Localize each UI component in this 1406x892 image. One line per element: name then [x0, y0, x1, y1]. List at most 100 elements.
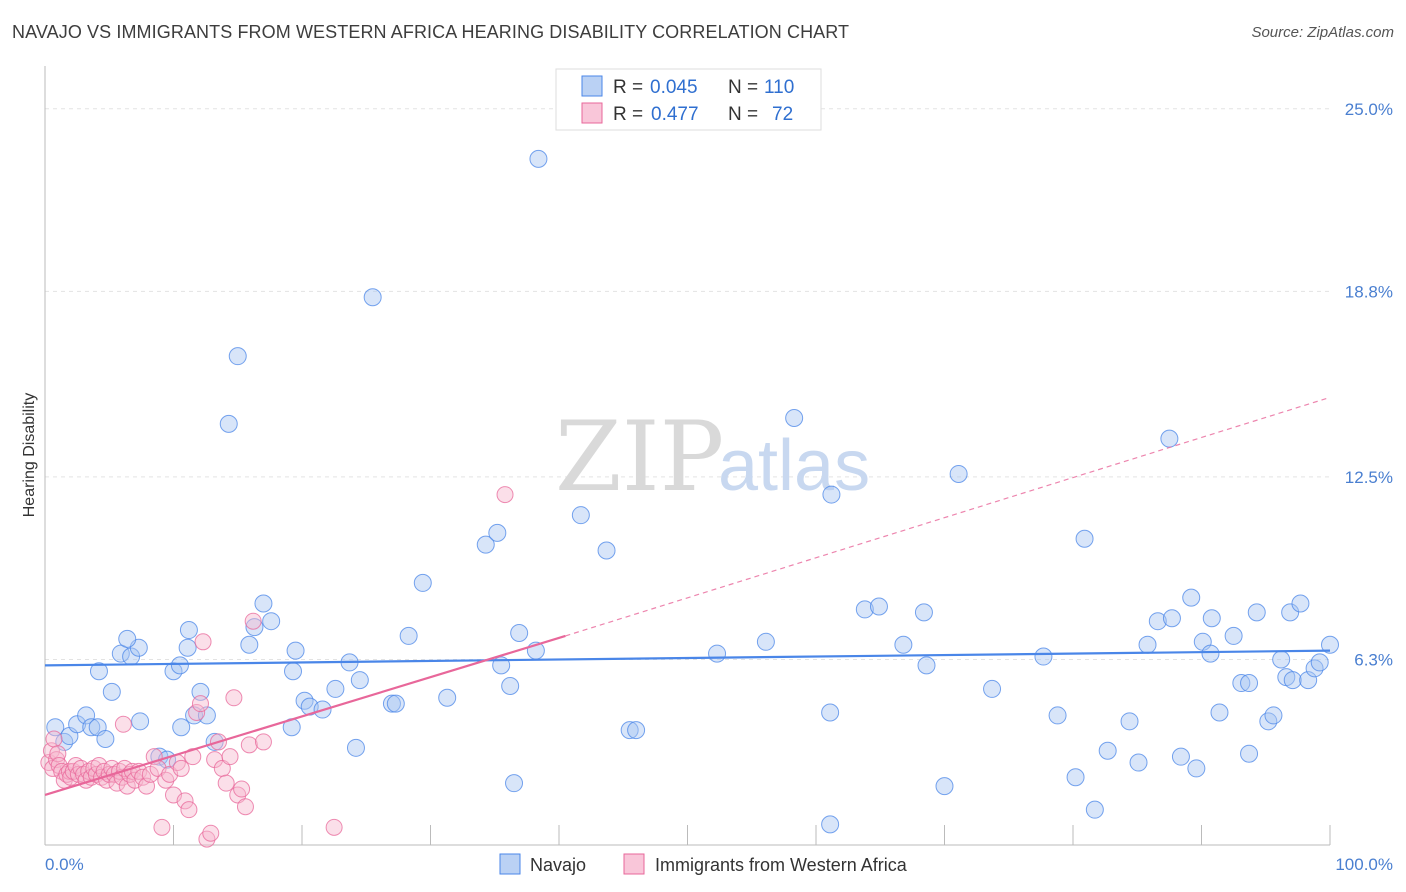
legend-r-value-western-africa: 0.477	[651, 104, 699, 125]
navajo-point	[191, 682, 210, 701]
navajo-point	[96, 729, 115, 748]
navajo-point	[1310, 653, 1329, 672]
navajo-point	[1283, 671, 1302, 690]
navajo-point	[386, 694, 405, 713]
navajo-point	[254, 594, 273, 613]
navajo-point	[382, 694, 401, 713]
western-africa-point	[180, 801, 198, 819]
chart-title: NAVAJO VS IMMIGRANTS FROM WESTERN AFRICA…	[12, 22, 850, 42]
navajo-point	[295, 691, 314, 710]
navajo-point	[1321, 635, 1339, 654]
navajo-point	[1281, 603, 1300, 622]
navajo-point	[1264, 706, 1283, 725]
navajo-point	[438, 688, 457, 707]
navajo-point	[1085, 800, 1104, 819]
legend-n-label-western-africa: N =	[728, 104, 758, 125]
navajo-point	[179, 621, 198, 640]
navajo-point	[1034, 647, 1053, 666]
y-axis-label: Hearing Disability	[21, 393, 38, 518]
legend-bottom-swatch-navajo	[499, 853, 521, 875]
western-africa-point	[236, 798, 254, 816]
western-africa-point	[153, 818, 171, 836]
y-tick-label: 6.3%	[1354, 650, 1393, 669]
watermark-atlas: atlas	[718, 426, 870, 506]
navajo-point	[914, 603, 933, 622]
navajo-point	[476, 535, 495, 554]
navajo-point	[571, 506, 590, 525]
navajo-point	[240, 635, 259, 654]
navajo-point	[1272, 650, 1291, 669]
navajo-point	[346, 738, 365, 757]
western-africa-point	[191, 695, 209, 713]
navajo-point	[505, 774, 524, 793]
navajo-point	[1160, 429, 1179, 448]
navajo-point	[131, 712, 150, 731]
navajo-point	[935, 777, 954, 796]
western-africa-point	[244, 612, 262, 630]
navajo-point	[1066, 768, 1085, 787]
navajo-point	[219, 414, 238, 433]
legend-r-label-western-africa: R =	[613, 104, 643, 125]
navajo-point	[917, 656, 936, 675]
navajo-point	[529, 149, 548, 168]
legend-n-value-western-africa: 72	[772, 104, 793, 125]
navajo-point	[821, 703, 840, 722]
navajo-point	[1240, 744, 1259, 763]
navajo-point	[510, 623, 529, 642]
navajo-point	[89, 662, 108, 681]
navajo-point	[983, 679, 1002, 698]
navajo-point	[1048, 706, 1067, 725]
x-tick-labels: 0.0% 100.0%	[45, 855, 1393, 874]
western-africa-point	[188, 703, 206, 721]
navajo-point	[756, 632, 775, 651]
navajo-point	[1202, 609, 1221, 628]
navajo-point	[1171, 747, 1190, 766]
legend-n-label-navajo: N =	[728, 77, 758, 98]
legend-swatch-navajo	[581, 75, 603, 97]
navajo-point	[1162, 609, 1181, 628]
legend-series: Navajo Immigrants from Western Africa	[499, 853, 908, 875]
axes	[44, 66, 1331, 846]
legend-stats: R = 0.045 N = 110 R = 0.477 N = 72	[555, 68, 822, 131]
navajo-point	[949, 464, 968, 483]
navajo-point	[228, 347, 247, 366]
navajo-point	[1138, 635, 1157, 654]
navajo-point	[821, 815, 840, 834]
navajo-point	[501, 676, 520, 695]
legend-r-value-navajo: 0.045	[650, 77, 698, 98]
navajo-point	[77, 706, 96, 725]
navajo-point	[1210, 703, 1229, 722]
navajo-point	[1129, 753, 1148, 772]
navajo-point	[1305, 659, 1324, 678]
navajo-point	[1182, 588, 1201, 607]
navajo-point	[869, 597, 888, 616]
western-africa-point	[254, 733, 272, 751]
legend-n-value-navajo: 110	[764, 77, 794, 98]
western-africa-point	[225, 689, 243, 707]
western-africa-point	[172, 759, 190, 777]
legend-bottom-label-western-africa: Immigrants from Western Africa	[655, 855, 908, 875]
navajo-trend-line	[44, 649, 1331, 667]
western-africa-trend-extension	[565, 396, 1331, 637]
navajo-point	[172, 718, 191, 737]
navajo-point	[413, 573, 432, 592]
navajo-point	[1075, 529, 1094, 548]
western-africa-point	[221, 748, 239, 766]
legend-swatch-western-africa	[581, 102, 603, 124]
navajo-point	[350, 671, 369, 690]
western-africa-point	[114, 715, 132, 733]
navajo-point	[178, 638, 197, 657]
navajo-point	[1299, 671, 1318, 690]
navajo-point	[1240, 674, 1259, 693]
western-africa-trend-line	[44, 634, 566, 796]
navajo-point	[894, 635, 913, 654]
navajo-point	[284, 662, 303, 681]
navajo-point	[785, 409, 804, 428]
y-tick-label: 12.5%	[1345, 468, 1393, 487]
navajo-point	[1120, 712, 1139, 731]
navajo-point	[205, 732, 224, 751]
navajo-point	[620, 721, 639, 740]
navajo-point	[1232, 674, 1251, 693]
navajo-point	[245, 618, 264, 637]
navajo-point	[822, 485, 841, 504]
